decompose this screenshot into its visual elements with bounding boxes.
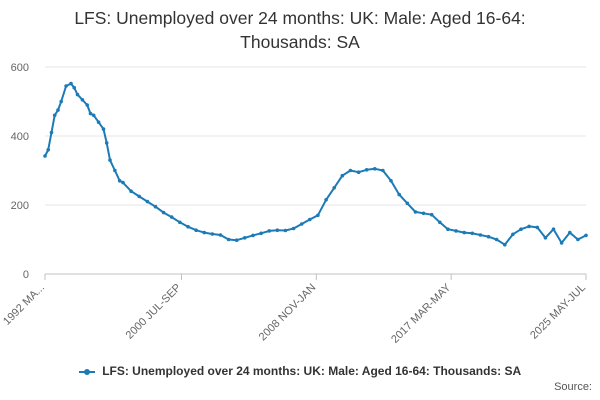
data-point [56, 108, 60, 112]
data-point [226, 237, 231, 242]
data-point [389, 179, 393, 183]
data-point [178, 220, 182, 225]
y-tick-label: 600 [11, 62, 29, 74]
chart-title: LFS: Unemployed over 24 months: UK: Male… [0, 6, 600, 54]
data-point [72, 85, 76, 90]
data-point [413, 210, 418, 214]
data-point [64, 84, 68, 88]
chart-title-line-1: LFS: Unemployed over 24 months: UK: Male… [74, 8, 526, 28]
data-point [202, 230, 206, 235]
data-point [478, 233, 483, 237]
data-point [108, 158, 112, 162]
data-point [381, 168, 385, 173]
data-point [145, 199, 150, 204]
data-point [527, 224, 531, 229]
data-point [267, 229, 272, 233]
data-point [421, 211, 426, 216]
legend-label: LFS: Unemployed over 24 months: UK: Male… [102, 364, 522, 378]
data-point [454, 229, 458, 233]
data-point [186, 224, 190, 229]
data-point [568, 230, 572, 235]
data-point [535, 225, 540, 230]
x-tick-label: 2008 NOV-JAN [257, 282, 319, 344]
data-point [356, 170, 361, 174]
data-point [519, 227, 523, 231]
data-point [308, 217, 312, 222]
data-point [46, 148, 50, 152]
data-point [129, 189, 133, 193]
data-point [470, 231, 475, 236]
data-point [543, 236, 548, 240]
data-point [494, 237, 499, 242]
series-line [44, 82, 587, 246]
data-point [283, 228, 288, 233]
data-point [332, 186, 337, 190]
data-point [49, 130, 54, 135]
data-point [218, 233, 223, 237]
data-point [210, 232, 215, 236]
data-point [117, 179, 122, 183]
chart-plot-area: 0 200 400 600 1992 MA... 2000 JUL-SEP 2008 NO… [1, 62, 588, 346]
y-tick-label: 0 [23, 269, 29, 281]
chart-title-line-2: Thousands: SA [240, 32, 360, 52]
legend-swatch-icon [78, 368, 95, 375]
data-point [80, 98, 85, 102]
data-point [429, 212, 434, 217]
data-point [194, 228, 198, 232]
x-tick-label: 1992 MA... [1, 282, 47, 328]
data-point [113, 168, 117, 173]
data-point [59, 99, 63, 104]
data-point [75, 92, 80, 97]
data-point [584, 233, 588, 238]
data-point [96, 120, 101, 124]
data-point [576, 237, 580, 242]
data-point [511, 232, 515, 237]
data-point [405, 201, 410, 206]
data-point [397, 192, 402, 197]
data-point [85, 103, 89, 107]
data-point [364, 168, 369, 172]
data-point [340, 173, 345, 178]
data-point [259, 231, 263, 236]
data-point [251, 233, 255, 238]
data-point [559, 241, 564, 245]
source-label: Source: [554, 381, 592, 393]
x-tick-label: 2000 JUL-SEP [124, 282, 184, 342]
data-point [373, 167, 377, 171]
data-point [169, 215, 174, 219]
x-tick-label: 2025 MAY-JUL [528, 282, 588, 342]
y-tick-label: 200 [11, 200, 29, 212]
data-point [275, 228, 280, 232]
data-point [243, 236, 247, 240]
data-point [153, 204, 158, 209]
data-point [104, 141, 109, 145]
data-point [324, 198, 328, 202]
data-point [234, 238, 239, 242]
data-point [438, 220, 442, 225]
data-point [52, 113, 57, 118]
data-point [88, 111, 93, 116]
data-point [91, 113, 96, 118]
y-tick-label: 400 [11, 131, 29, 143]
chart-legend[interactable]: LFS: Unemployed over 24 months: UK: Male… [0, 364, 600, 378]
data-point [316, 213, 320, 218]
data-point [299, 222, 304, 226]
data-point [348, 168, 353, 173]
data-point [446, 227, 450, 231]
data-point [161, 210, 166, 215]
x-tick-label: 2017 MAR-MAY [389, 281, 454, 346]
data-point [137, 194, 141, 199]
data-point [121, 180, 125, 185]
data-point [101, 127, 106, 131]
data-point [462, 230, 467, 235]
data-point [503, 242, 507, 247]
data-point [291, 226, 296, 231]
data-point [486, 234, 491, 239]
data-point [43, 154, 47, 158]
data-point [551, 227, 556, 231]
data-point [69, 81, 73, 86]
